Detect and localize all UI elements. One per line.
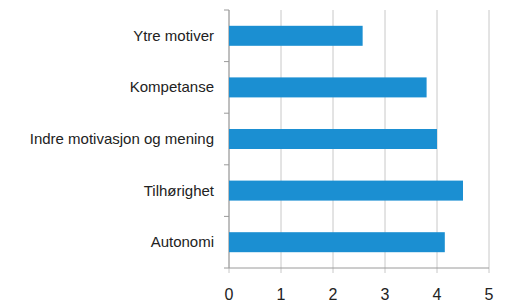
x-tick-label: 4 xyxy=(433,286,442,303)
grid-line xyxy=(489,10,490,273)
bar xyxy=(229,129,437,149)
y-axis-tick xyxy=(224,113,229,114)
category-label: Kompetanse xyxy=(130,78,214,95)
y-axis-tick xyxy=(224,216,229,217)
bar xyxy=(229,181,463,201)
x-tick-label: 5 xyxy=(485,286,494,303)
bar xyxy=(229,77,427,97)
x-tick-label: 2 xyxy=(329,286,338,303)
y-axis-tick xyxy=(224,61,229,62)
category-label: Autonomi xyxy=(151,233,214,250)
bar xyxy=(229,26,363,46)
y-axis-tick xyxy=(224,164,229,165)
chart-svg: 0 1 2 3 4 5 Ytre motiver Kompetanse Indre motiva… xyxy=(0,0,507,308)
x-tick-label: 1 xyxy=(277,286,286,303)
x-tick-label: 3 xyxy=(381,286,390,303)
y-axis-tick xyxy=(224,268,229,269)
bar xyxy=(229,232,445,252)
category-label: Ytre motiver xyxy=(133,27,214,44)
bars xyxy=(229,26,463,252)
x-axis-line xyxy=(229,268,489,269)
x-tick-label: 0 xyxy=(225,286,234,303)
category-label: Indre motivasjon og mening xyxy=(30,130,214,147)
chart-container: 0 1 2 3 4 5 Ytre motiver Kompetanse Indre motiva… xyxy=(0,0,507,308)
y-axis-tick xyxy=(224,10,229,11)
category-label: Tilhørighet xyxy=(144,182,215,199)
